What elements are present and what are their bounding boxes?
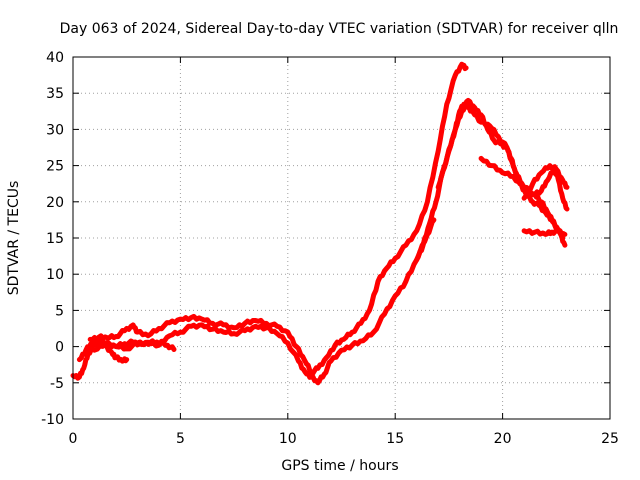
x-tick-label: 25 [601, 431, 619, 447]
y-tick-label: 20 [46, 195, 64, 211]
data-series [70, 61, 570, 386]
y-tick-label: 15 [46, 231, 64, 247]
series-track-7 [478, 155, 570, 212]
x-axis-title: GPS time / hours [281, 458, 398, 474]
x-tick-label: 10 [279, 431, 297, 447]
y-tick-label: 10 [46, 267, 64, 283]
y-axis-title: SDTVAR / TECUs [6, 181, 22, 296]
y-tick-label: -10 [41, 412, 64, 428]
series-track-8 [521, 163, 570, 201]
series-track-6 [435, 97, 568, 248]
y-tick-label: 5 [55, 303, 64, 319]
y-tick-label: 30 [46, 122, 64, 138]
x-tick-label: 0 [69, 431, 78, 447]
series-track-4 [92, 217, 437, 386]
axis-ticks: 0 5 10 15 20 25 -10 -5 0 5 10 15 20 25 30 35 40 [41, 50, 619, 447]
series-track-3 [87, 61, 469, 376]
x-tick-label: 15 [386, 431, 404, 447]
y-tick-label: 35 [46, 86, 64, 102]
y-tick-label: 40 [46, 50, 64, 66]
y-tick-label: 0 [55, 340, 64, 356]
y-tick-label: 25 [46, 159, 64, 175]
grid-lines [73, 57, 610, 419]
x-tick-label: 5 [176, 431, 185, 447]
y-tick-label: -5 [50, 376, 64, 392]
series-track-9 [521, 227, 568, 237]
chart-title: Day 063 of 2024, Sidereal Day-to-day VTE… [60, 21, 619, 37]
x-tick-label: 20 [494, 431, 512, 447]
